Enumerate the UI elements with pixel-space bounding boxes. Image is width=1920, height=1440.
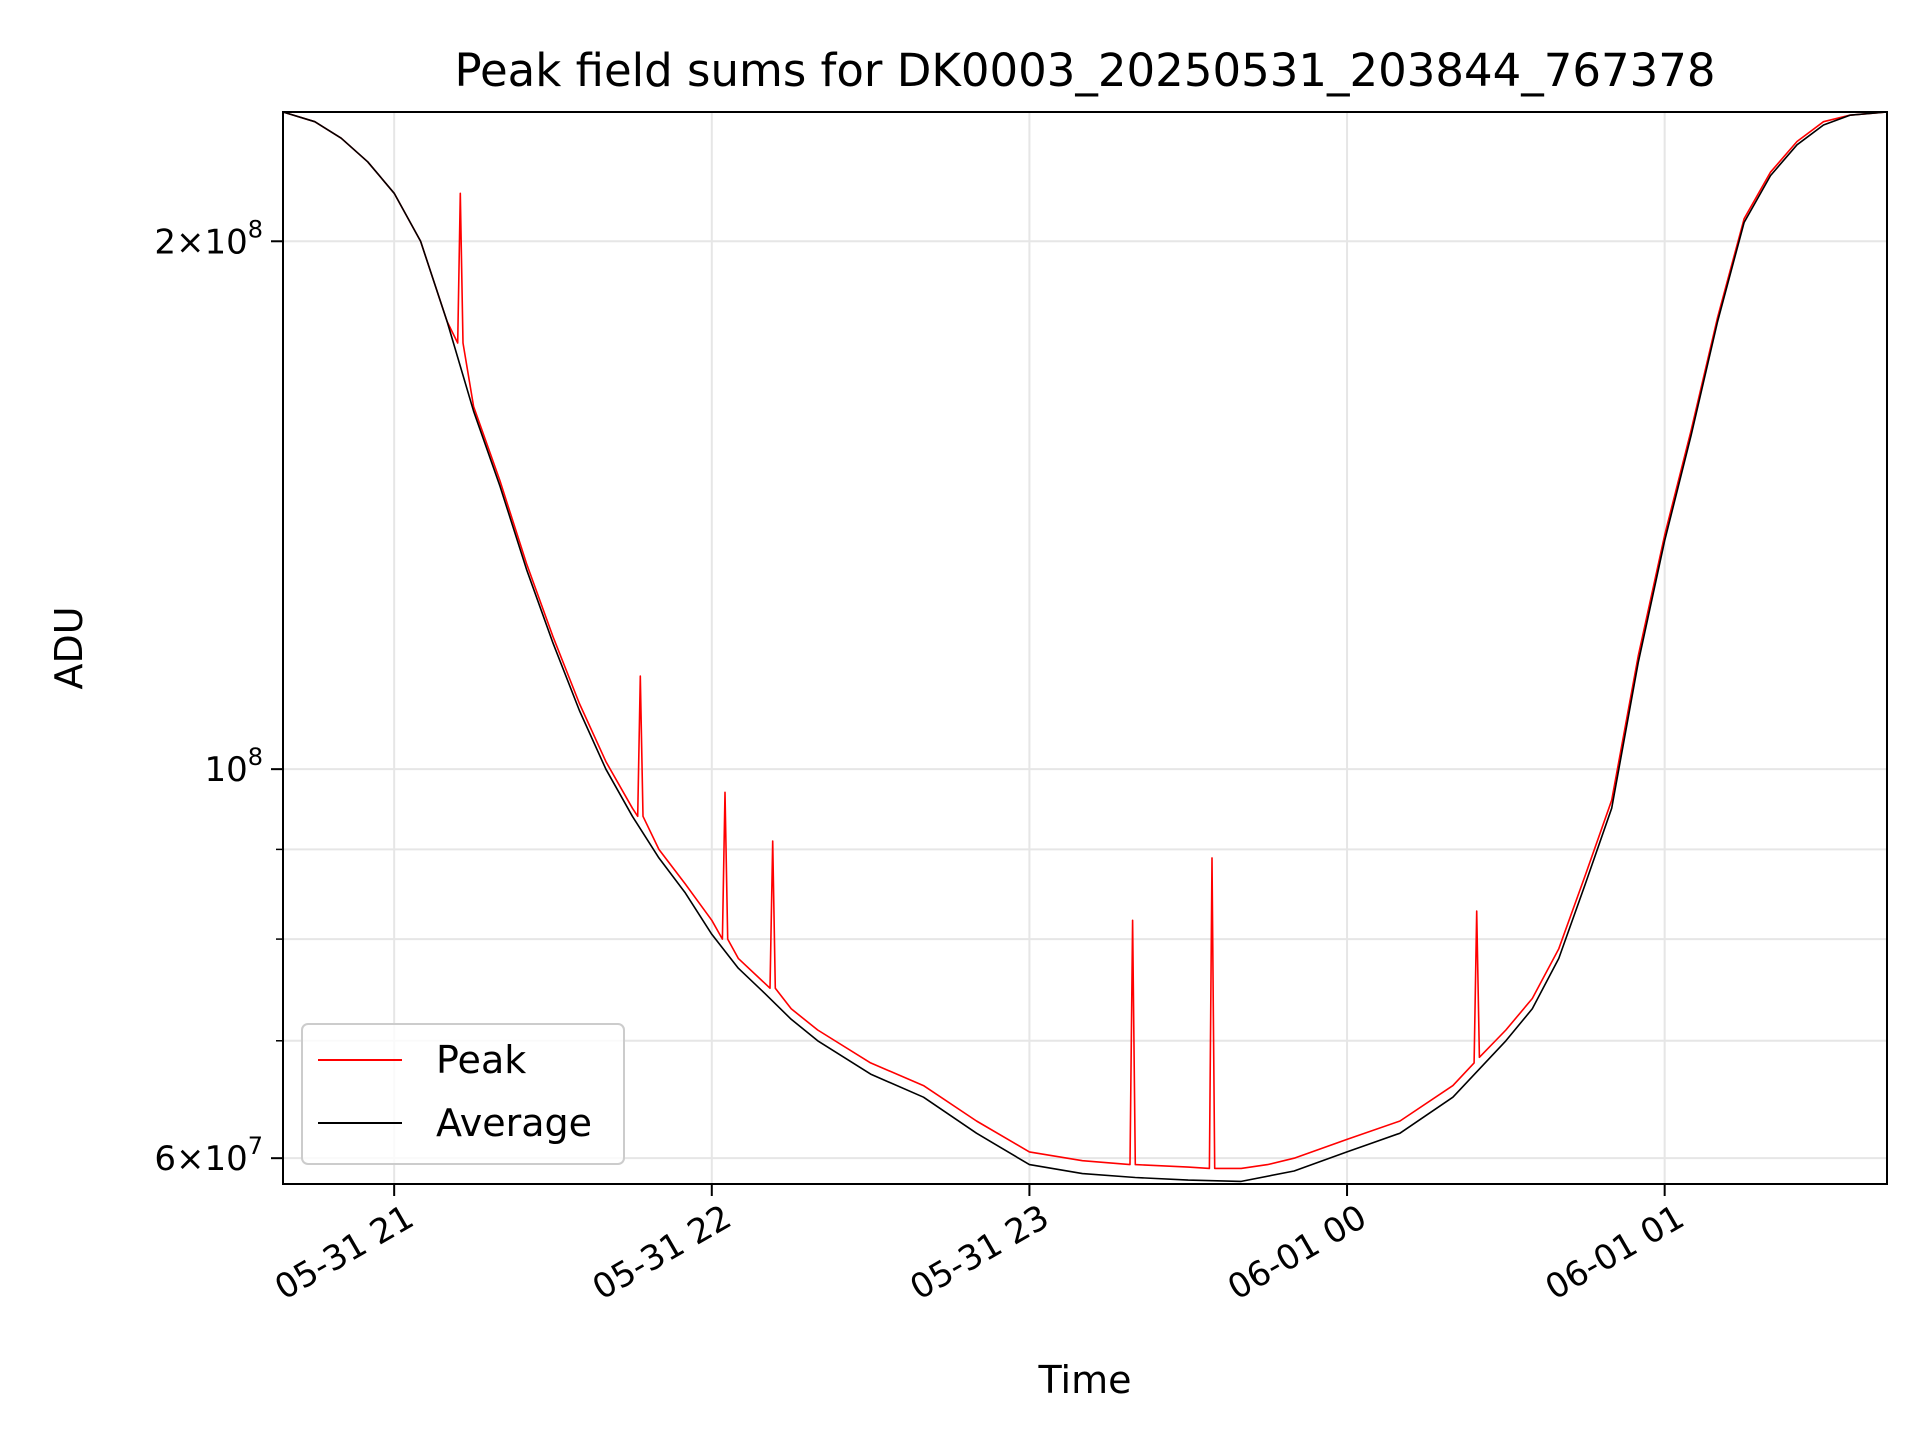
y-tick-label-1: 108 (204, 743, 263, 790)
chart-title: Peak field sums for DK0003_20250531_2038… (454, 44, 1715, 97)
x-tick-label-0: 05-31 21 (268, 1197, 420, 1308)
legend-label-peak: Peak (436, 1038, 526, 1082)
legend-label-average: Average (436, 1101, 592, 1145)
y-tick-label-2: 2×108 (154, 215, 263, 262)
x-tick-label-1: 05-31 22 (586, 1197, 738, 1308)
y-tick-label-0: 6×107 (154, 1132, 263, 1179)
x-tick-label-3: 06-01 00 (1221, 1197, 1373, 1308)
y-axis: 6×107 108 2×108 (154, 215, 283, 1179)
x-axis: 05-31 21 05-31 22 05-31 23 06-01 00 06-01 01 (268, 1184, 1691, 1308)
legend: Peak Average (301, 1023, 625, 1165)
series-layer (282, 111, 1888, 1183)
series-line-average (282, 111, 1888, 1183)
plot-frame (282, 111, 1888, 1185)
x-tick-label-2: 05-31 23 (904, 1197, 1056, 1308)
y-axis-label: ADU (47, 606, 91, 689)
x-tick-label-4: 06-01 01 (1539, 1197, 1691, 1308)
series-line-peak (282, 111, 1888, 1170)
x-axis-label: Time (1038, 1358, 1132, 1402)
